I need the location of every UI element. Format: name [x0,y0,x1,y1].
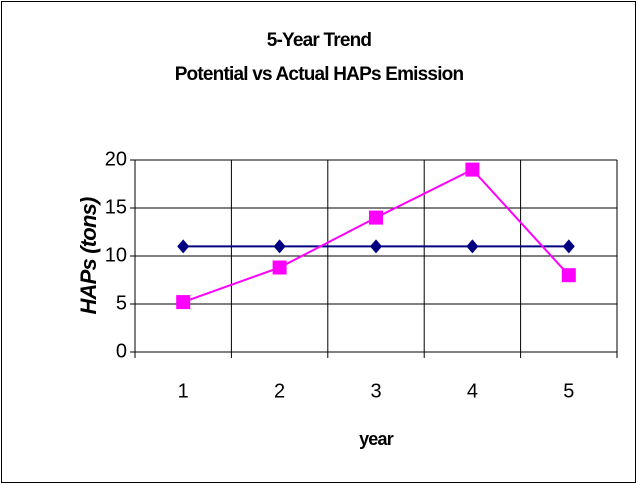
marker [369,210,383,225]
marker [370,239,382,254]
marker [562,239,575,254]
x-tick-label: 4 [467,380,478,402]
x-axis-title: year [359,429,394,449]
y-tick-label: 15 [105,196,127,218]
y-tick-label: 5 [116,292,127,314]
chart-title: 5-Year Trend [267,30,372,51]
x-tick-label: 2 [274,380,285,402]
marker [273,239,286,254]
chart-subtitle: Potential vs Actual HAPs Emission [175,64,464,85]
marker [561,268,576,283]
y-axis-title: HAPs (tons) [76,197,101,315]
x-tick-label: 1 [178,380,189,402]
y-tick-label: 20 [105,148,127,170]
marker [466,239,479,254]
y-tick-label: 10 [105,244,127,266]
x-tick-label: 5 [563,380,574,402]
marker [176,295,191,310]
marker [272,260,287,275]
x-tick-label: 3 [370,380,381,402]
marker [465,162,480,177]
y-tick-label: 0 [116,340,127,362]
marker [177,239,190,254]
